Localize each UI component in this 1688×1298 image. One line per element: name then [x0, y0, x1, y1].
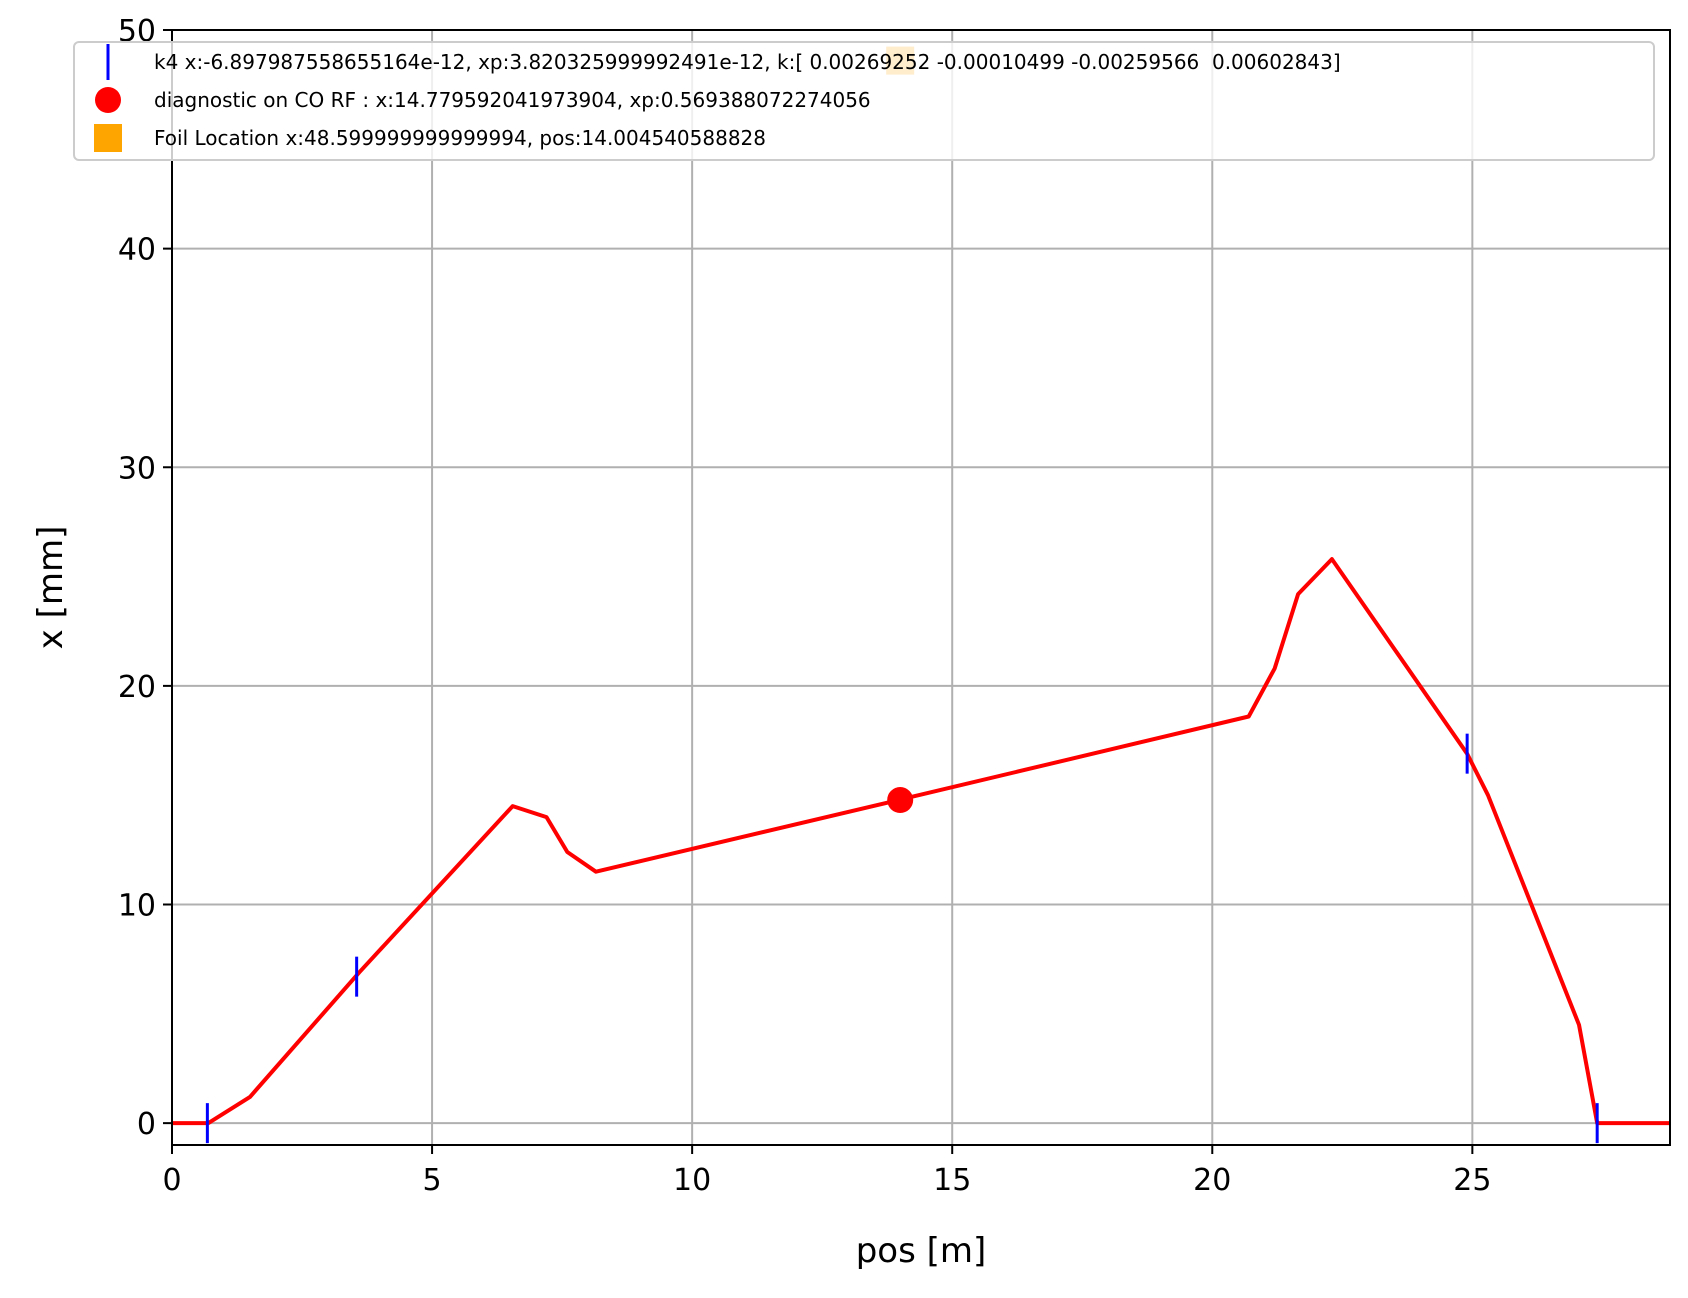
y-tick-label: 10 — [118, 889, 156, 924]
x-tick-label: 25 — [1453, 1163, 1491, 1198]
x-tick-label: 10 — [673, 1163, 711, 1198]
x-tick-label: 15 — [933, 1163, 971, 1198]
x-axis-label: pos [m] — [856, 1231, 987, 1271]
y-tick-label: 40 — [118, 233, 156, 268]
marker-layer — [205, 46, 1599, 1144]
legend-diagnostic-icon — [95, 87, 121, 113]
x-tick-label: 20 — [1193, 1163, 1231, 1198]
grid-lines — [171, 29, 1670, 1145]
y-tick-label: 20 — [118, 670, 156, 705]
y-tick-label: 30 — [118, 451, 156, 486]
legend-entry-label: diagnostic on CO RF : x:14.7795920419739… — [154, 88, 871, 112]
legend-entry-label: Foil Location x:48.599999999999994, pos:… — [154, 126, 766, 150]
y-axis-label: x [mm] — [31, 526, 71, 650]
orbit-layer — [172, 557, 1670, 1126]
plot-frame — [171, 29, 1671, 1146]
legend-foil-icon — [94, 124, 122, 152]
diagnostic-marker — [887, 787, 914, 814]
x-tick-label: 0 — [162, 1163, 181, 1198]
x-tick-label: 5 — [423, 1163, 442, 1198]
legend-box — [73, 41, 1655, 161]
legend-entry-label: k4 x:-6.897987558655164e-12, xp:3.820325… — [154, 50, 1341, 74]
orbit-line — [172, 557, 1670, 1126]
legend: k4 x:-6.897987558655164e-12, xp:3.820325… — [73, 41, 1655, 161]
y-tick-label: 0 — [137, 1107, 156, 1142]
